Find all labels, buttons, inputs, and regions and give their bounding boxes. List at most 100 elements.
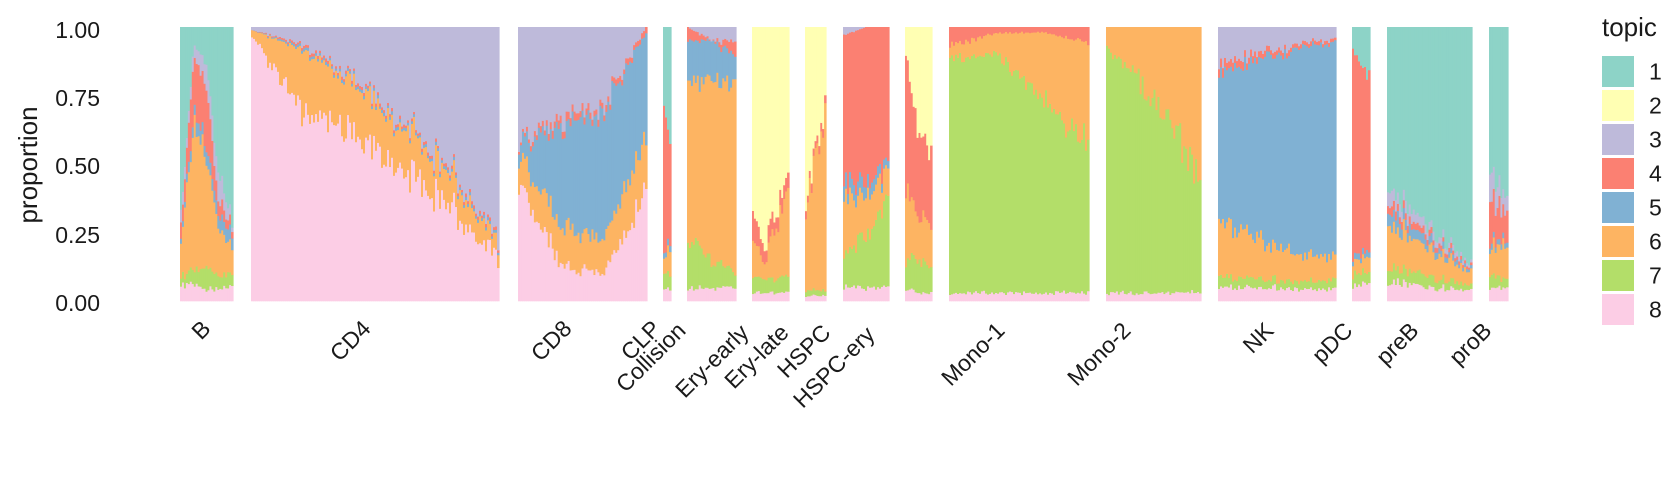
bar-segment-topic-7 xyxy=(755,276,759,292)
bar-segment-topic-6 xyxy=(375,109,378,151)
bar-segment-topic-2 xyxy=(928,27,931,161)
bar-segment-topic-6 xyxy=(455,177,458,208)
bar-segment-topic-4 xyxy=(537,122,541,128)
bar-segment-topic-5 xyxy=(1274,58,1277,243)
bar-segment-topic-5 xyxy=(665,252,668,258)
bar-segment-topic-5 xyxy=(553,127,557,220)
bar-segment-topic-8 xyxy=(1298,291,1301,302)
bar-segment-topic-6 xyxy=(1141,27,1145,77)
bar-segment-topic-4 xyxy=(227,220,230,230)
bar-segment-topic-6 xyxy=(597,242,600,273)
bar-segment-topic-4 xyxy=(1400,221,1404,230)
bar-segment-topic-1 xyxy=(1450,27,1453,238)
bar-segment-topic-7 xyxy=(1123,61,1127,294)
bar-segment-topic-8 xyxy=(1494,287,1498,302)
bar-segment-topic-8 xyxy=(995,292,998,302)
bar-segment-topic-3 xyxy=(1468,265,1471,268)
bar-segment-topic-4 xyxy=(471,200,474,205)
bar-segment-topic-6 xyxy=(726,75,729,266)
bar-segment-topic-8 xyxy=(599,275,602,302)
bar-segment-topic-5 xyxy=(613,82,616,211)
bar-segment-topic-8 xyxy=(523,187,527,302)
bar-segment-topic-4 xyxy=(845,34,848,173)
bar-segment-topic-6 xyxy=(407,125,410,171)
bar-segment-topic-8 xyxy=(1404,281,1408,302)
bar-segment-topic-3 xyxy=(539,27,543,127)
bar-segment-topic-5 xyxy=(627,64,630,180)
bar-segment-topic-5 xyxy=(481,217,484,222)
bar-segment-topic-6 xyxy=(551,216,555,249)
bar-segment-topic-4 xyxy=(231,231,234,239)
bar-segment-topic-6 xyxy=(999,32,1002,54)
bar-segment-topic-7 xyxy=(225,277,228,289)
bar-segment-topic-4 xyxy=(1406,225,1410,234)
bar-segment-topic-4 xyxy=(551,130,555,139)
bar-segment-topic-5 xyxy=(1230,66,1233,220)
bar-segment-topic-3 xyxy=(1422,216,1426,226)
bar-segment-topic-6 xyxy=(787,187,790,277)
bar-segment-topic-8 xyxy=(930,291,933,302)
bar-segment-topic-8 xyxy=(299,99,302,302)
bar-segment-topic-7 xyxy=(1388,270,1392,286)
bar-segment-topic-3 xyxy=(637,27,640,42)
bar-segment-topic-3 xyxy=(285,27,288,40)
bar-segment-topic-6 xyxy=(867,187,870,229)
bar-segment-topic-5 xyxy=(485,227,488,231)
bar-segment-topic-6 xyxy=(637,159,640,212)
bar-segment-topic-7 xyxy=(924,261,927,294)
bar-segment-topic-7 xyxy=(696,240,700,290)
bar-segment-topic-8 xyxy=(467,232,470,302)
bar-segment-topic-5 xyxy=(855,194,858,208)
bar-segment-topic-8 xyxy=(347,114,350,302)
bar-segment-topic-6 xyxy=(1063,38,1066,124)
bar-segment-topic-6 xyxy=(435,144,438,179)
bar-segment-topic-6 xyxy=(1428,244,1432,275)
bar-segment-topic-7 xyxy=(863,240,866,289)
bar-segment-topic-5 xyxy=(561,138,565,229)
bar-segment-topic-3 xyxy=(573,27,577,112)
bar-segment-topic-6 xyxy=(1055,35,1058,115)
bar-segment-topic-6 xyxy=(343,84,346,142)
bar-segment-topic-4 xyxy=(313,53,316,57)
bar-segment-topic-5 xyxy=(1442,241,1445,249)
bar-segment-topic-7 xyxy=(971,55,974,295)
bar-segment-topic-3 xyxy=(221,175,224,200)
bar-segment-topic-7 xyxy=(1125,67,1129,295)
bar-segment-topic-8 xyxy=(734,288,737,302)
bar-segment-topic-6 xyxy=(1005,31,1008,58)
bar-segment-topic-6 xyxy=(1470,268,1473,284)
bar-segment-topic-8 xyxy=(201,288,205,302)
bar-segment-topic-5 xyxy=(631,62,634,171)
bar-segment-topic-3 xyxy=(443,27,446,164)
bar-segment-topic-7 xyxy=(722,265,725,287)
bar-segment-topic-5 xyxy=(698,42,702,92)
bar-segment-topic-8 xyxy=(732,288,735,302)
bar-segment-topic-6 xyxy=(1079,38,1082,143)
bar-segment-topic-7 xyxy=(1252,277,1255,289)
bar-segment-topic-4 xyxy=(912,106,916,201)
bar-segment-topic-8 xyxy=(924,292,927,302)
bar-segment-topic-8 xyxy=(481,244,484,302)
bar-segment-topic-6 xyxy=(869,199,872,240)
bar-segment-topic-8 xyxy=(1274,283,1277,302)
bar-segment-topic-6 xyxy=(951,41,954,56)
bar-segment-topic-8 xyxy=(441,189,444,302)
bar-segment-topic-4 xyxy=(1388,207,1392,215)
bar-segment-topic-4 xyxy=(331,63,334,67)
bar-segment-topic-3 xyxy=(277,27,280,38)
bar-segment-topic-5 xyxy=(726,48,729,76)
bar-segment-topic-5 xyxy=(293,43,296,47)
bar-segment-topic-3 xyxy=(1314,27,1317,41)
bar-segment-topic-4 xyxy=(869,27,872,189)
bar-segment-topic-5 xyxy=(887,160,890,169)
bar-segment-topic-5 xyxy=(1444,257,1447,263)
bar-segment-topic-4 xyxy=(704,36,708,41)
bar-segment-topic-6 xyxy=(1356,258,1359,275)
bar-segment-topic-6 xyxy=(1232,237,1235,282)
bar-segment-topic-3 xyxy=(180,209,183,223)
bar-segment-topic-3 xyxy=(199,54,203,76)
bar-segment-topic-5 xyxy=(397,126,400,131)
bar-segment-topic-4 xyxy=(1264,50,1267,57)
bar-segment-topic-8 xyxy=(759,293,763,302)
bar-segment-topic-7 xyxy=(1420,273,1424,286)
